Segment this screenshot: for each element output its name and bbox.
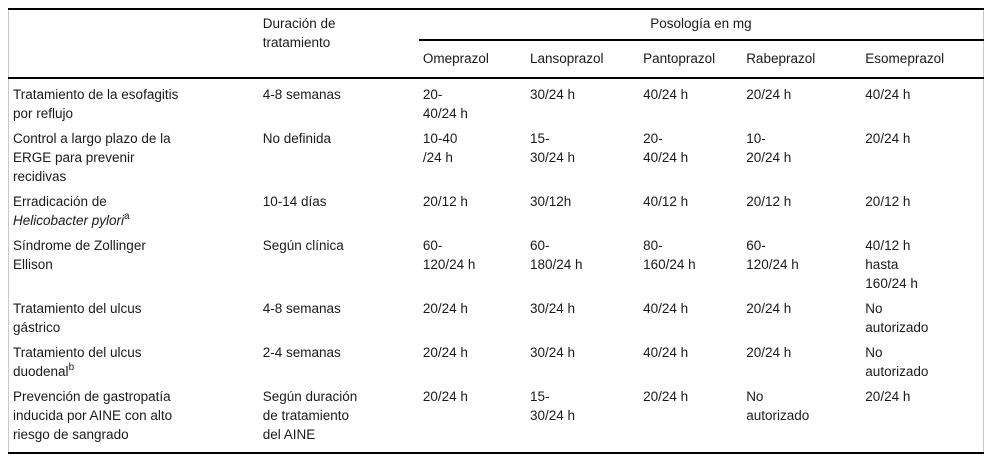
dose-cell-omeprazol: 10-40/24 h xyxy=(422,131,458,165)
dose-cell-lansoprazol: 30/12h xyxy=(529,194,572,209)
drug-header-lansoprazol: Lansoprazol xyxy=(525,40,640,79)
duration-cell: 4-8 semanas xyxy=(262,87,341,102)
table-row: Control a largo plazo de la ERGE para pre… xyxy=(9,123,984,186)
table-row: Tratamiento del ulcus duodenalb 2-4 semana… xyxy=(9,337,984,381)
dose-cell-pantoprazol: 40/24 h xyxy=(643,87,689,102)
dose-cell-pantoprazol: 40/24 h xyxy=(643,301,689,316)
dose-cell-pantoprazol: 20- 40/24 h xyxy=(643,131,689,165)
dose-cell-esomeprazol: 40/12 h hasta 160/24 h xyxy=(865,238,918,291)
indication-cell: Control a largo plazo de la ERGE para pre… xyxy=(13,131,171,184)
indication-cell: Erradicación de Helicobacter pyloria xyxy=(13,194,130,228)
dose-cell-pantoprazol: 40/12 h xyxy=(643,194,689,209)
dose-cell-esomeprazol: No autorizado xyxy=(865,301,929,335)
dose-cell-omeprazol: 20- 40/24 h xyxy=(422,87,468,121)
corner-cell xyxy=(8,9,259,79)
duration-cell: Según clínica xyxy=(262,238,344,253)
table-row: Prevención de gastropatía inducida por AI… xyxy=(9,381,984,453)
table-row: Tratamiento de la esofagitis por reflujo 4… xyxy=(9,78,984,123)
dose-cell-rabeprazol: 20/12 h xyxy=(746,194,792,209)
indication-cell: Prevención de gastropatía inducida por AI… xyxy=(13,389,173,442)
table-row: Síndrome de Zollinger Ellison Según clínic… xyxy=(9,230,984,293)
indication-cell: Tratamiento del ulcus duodenalb xyxy=(13,345,142,379)
dose-cell-esomeprazol: 20/12 h xyxy=(865,194,911,209)
duration-cell: Según duración de tratamiento del AINE xyxy=(262,389,358,442)
dose-cell-omeprazol: 20/24 h xyxy=(422,301,468,316)
dose-cell-lansoprazol: 60- 180/24 h xyxy=(529,238,583,272)
posologia-header: Posología en mg xyxy=(418,9,984,41)
duration-header: Duración de tratamiento xyxy=(258,9,419,79)
dose-cell-rabeprazol: No autorizado xyxy=(746,389,810,423)
dose-cell-rabeprazol: 20/24 h xyxy=(746,87,792,102)
table-row: Tratamiento del ulcus gástrico 4-8 semanas… xyxy=(9,293,984,337)
duration-cell: 4-8 semanas xyxy=(262,301,341,316)
dose-cell-rabeprazol: 10- 20/24 h xyxy=(746,131,792,165)
dose-cell-esomeprazol: 40/24 h xyxy=(865,87,911,102)
drug-header-omeprazol: Omeprazol xyxy=(418,40,526,79)
dose-cell-omeprazol: 60- 120/24 h xyxy=(422,238,476,272)
duration-cell: 2-4 semanas xyxy=(262,345,341,360)
dose-cell-lansoprazol: 15- 30/24 h xyxy=(529,389,576,423)
dose-cell-omeprazol: 20/24 h xyxy=(422,389,468,404)
dose-cell-esomeprazol: No autorizado xyxy=(865,345,929,379)
dose-cell-lansoprazol: 30/24 h xyxy=(529,301,576,316)
indication-cell: Tratamiento de la esofagitis por reflujo xyxy=(13,87,179,121)
dose-cell-esomeprazol: 20/24 h xyxy=(865,389,911,404)
table-body: Tratamiento de la esofagitis por reflujo 4… xyxy=(9,78,984,453)
indication-cell: Síndrome de Zollinger Ellison xyxy=(13,238,146,272)
dose-cell-rabeprazol: 20/24 h xyxy=(746,345,792,360)
dose-cell-pantoprazol: 20/24 h xyxy=(643,389,689,404)
dose-cell-lansoprazol: 30/24 h xyxy=(529,345,576,360)
dose-cell-rabeprazol: 20/24 h xyxy=(746,301,792,316)
drug-header-pantoprazol: Pantoprazol xyxy=(639,40,743,79)
indication-cell: Tratamiento del ulcus gástrico xyxy=(13,301,142,335)
duration-cell: 10-14 días xyxy=(262,194,327,209)
table-row: Erradicación de Helicobacter pyloria 10-14… xyxy=(9,186,984,230)
dose-cell-esomeprazol: 20/24 h xyxy=(865,131,911,146)
dose-cell-rabeprazol: 60- 120/24 h xyxy=(746,238,799,272)
posologia-table: Duración de tratamiento Posología en mg … xyxy=(8,8,984,454)
dose-cell-omeprazol: 20/24 h xyxy=(422,345,468,360)
drug-header-esomeprazol: Esomeprazol xyxy=(861,40,984,79)
dose-cell-pantoprazol: 40/24 h xyxy=(643,345,689,360)
dose-cell-omeprazol: 20/12 h xyxy=(422,194,468,209)
header-row-drugs: Omeprazol Lansoprazol Pantoprazol Rabepr… xyxy=(9,40,984,79)
dose-cell-lansoprazol: 30/24 h xyxy=(529,87,576,102)
dose-cell-lansoprazol: 15- 30/24 h xyxy=(529,131,576,165)
drug-header-rabeprazol: Rabeprazol xyxy=(742,40,862,79)
header-row-top: Duración de tratamiento Posología en mg xyxy=(8,9,984,79)
dose-cell-pantoprazol: 80- 160/24 h xyxy=(643,238,696,272)
duration-cell: No definida xyxy=(262,131,332,146)
